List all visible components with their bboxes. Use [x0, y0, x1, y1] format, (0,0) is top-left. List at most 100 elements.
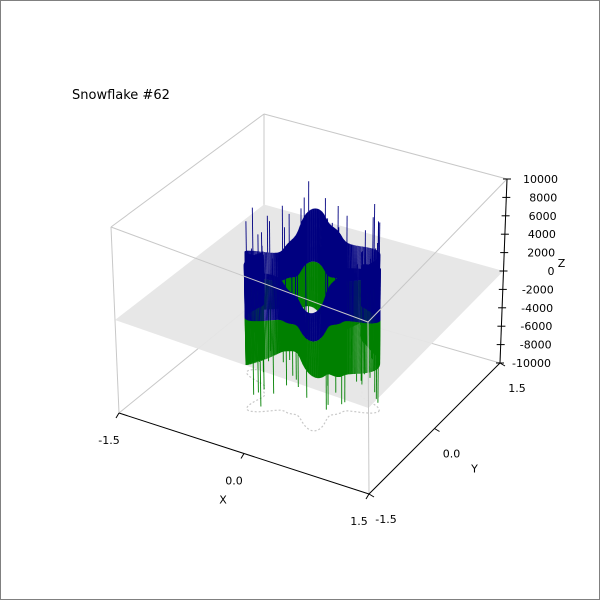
floor-shadow: [246, 351, 380, 432]
z-tick-label: -4000: [521, 302, 553, 315]
zero-plane: [115, 204, 504, 408]
pane-front-edges: [110, 178, 508, 495]
y-axis-label: Y: [470, 463, 478, 476]
upper-surface-stroke: [275, 276, 277, 321]
lower-surface-stroke: [269, 320, 271, 358]
upper-surface-stroke: [255, 253, 258, 322]
lower-surface-stroke: [260, 321, 262, 361]
front-edge: [367, 178, 508, 323]
lower-surface-stroke: [270, 320, 272, 357]
lower-surface-stroke: [253, 321, 256, 364]
z-tick-label: 4000: [528, 228, 556, 241]
upper-surface-stroke: [277, 277, 280, 320]
lower-surface-stroke: [275, 319, 277, 355]
back-edge: [263, 113, 508, 180]
upper-surface-stroke: [264, 273, 266, 321]
upper-surface-stroke: [278, 278, 281, 321]
upper-surface-stroke: [259, 272, 262, 322]
x-tick-label: 1.5: [350, 515, 368, 528]
lower-surface-stroke: [252, 321, 255, 364]
lower-surface-stroke: [264, 320, 267, 360]
upper-surface-stroke: [374, 248, 377, 324]
x-tick-mark: [115, 412, 120, 419]
z-tick-label: -8000: [520, 339, 552, 352]
lower-surface-stroke: [250, 320, 253, 364]
lower-surface-stroke: [247, 320, 250, 365]
upper-surface-stroke: [271, 258, 274, 321]
z-tick-label: -2000: [522, 283, 554, 296]
lower-surface-stroke: [305, 338, 308, 398]
upper-surface-stroke: [275, 276, 278, 320]
z-tick-label: 2000: [527, 247, 555, 260]
x-ticks: -1.5 0.0 1.5: [98, 412, 370, 528]
y-tick-label: -1.5: [375, 513, 396, 526]
front-edge: [367, 321, 370, 495]
z-tick-label: -10000: [512, 357, 551, 370]
upper-surface-stroke: [267, 274, 270, 321]
x-tick-label: -1.5: [98, 434, 119, 447]
y-tick-mark: [368, 493, 375, 498]
lower-surface-stroke: [248, 320, 251, 365]
upper-surface-stroke: [268, 274, 271, 321]
lower-surface-stroke: [245, 319, 248, 365]
z-tick-label: 8000: [529, 191, 557, 204]
z-tick-label: 10000: [523, 173, 558, 186]
upper-surface-stroke: [263, 273, 265, 322]
back-edge: [110, 113, 265, 228]
surface-strokes: [243, 181, 381, 410]
upper-surface-stroke: [245, 267, 248, 320]
lower-surface-stroke: [267, 320, 269, 359]
z-tick-label: 6000: [529, 210, 557, 223]
upper-surface-stroke: [266, 215, 269, 280]
upper-surface-stroke: [258, 264, 261, 322]
x-tick-mark: [365, 493, 370, 500]
y-tick-mark: [434, 428, 440, 432]
upper-surface-stroke: [269, 221, 271, 281]
lower-surface-stroke: [255, 321, 258, 363]
upper-surface-stroke: [278, 277, 280, 321]
upper-surface-stroke: [277, 277, 279, 320]
lower-surface-stroke: [272, 320, 275, 394]
upper-surface-stroke: [270, 274, 273, 321]
lower-surface-stroke: [266, 320, 268, 359]
lower-surface-stroke: [257, 321, 260, 362]
y-tick-label: 0.0: [443, 448, 461, 461]
lower-surface-stroke: [268, 320, 270, 358]
lower-surface-stroke: [251, 321, 254, 364]
upper-surface-stroke: [266, 273, 269, 321]
upper-surface-stroke: [260, 272, 263, 322]
x-axis-label: X: [219, 494, 227, 507]
upper-surface-stroke: [269, 274, 272, 321]
upper-surface-stroke: [265, 273, 267, 321]
z-ticks: -10000 -8000 -6000 -4000 -2000 0 2000 4000 6000 8…: [496, 173, 558, 370]
x-tick-label: 0.0: [225, 475, 243, 488]
y-ticks: -1.5 0.0 1.5: [368, 362, 526, 526]
upper-surface-stroke: [244, 267, 247, 320]
lower-surface-stroke: [249, 320, 252, 365]
upper-surface-stroke: [272, 275, 275, 321]
lower-surface-stroke: [254, 321, 257, 363]
lower-surface-stroke: [263, 320, 266, 360]
axes-group: -1.5 0.0 1.5 -1.5 0.0 1.5 -10000 -8000 -6000 -4…: [98, 173, 565, 528]
z-axis-label: Z: [558, 257, 566, 270]
z-tick-label: -6000: [520, 320, 552, 333]
lower-surface-stroke: [246, 320, 249, 365]
zero-plane-fill: [115, 204, 504, 408]
lower-surface-stroke: [261, 321, 263, 361]
lower-surface-stroke: [262, 321, 265, 390]
chart-title: Snowflake #62: [72, 88, 170, 103]
upper-surface-stroke: [305, 263, 307, 339]
lower-surface-stroke: [259, 321, 262, 407]
lower-surface-stroke: [276, 319, 278, 355]
upper-surface-stroke: [257, 272, 259, 322]
lower-surface-stroke: [246, 319, 248, 365]
lower-surface-stroke: [256, 321, 259, 393]
lower-surface-stroke: [248, 320, 250, 365]
z-tick-label: 0: [548, 265, 555, 278]
upper-surface-stroke: [274, 275, 276, 321]
floor-shadow-outline: [246, 351, 380, 432]
y-tick-label: 1.5: [508, 382, 526, 395]
x-tick-mark: [240, 453, 245, 459]
lower-surface-stroke: [273, 320, 276, 356]
